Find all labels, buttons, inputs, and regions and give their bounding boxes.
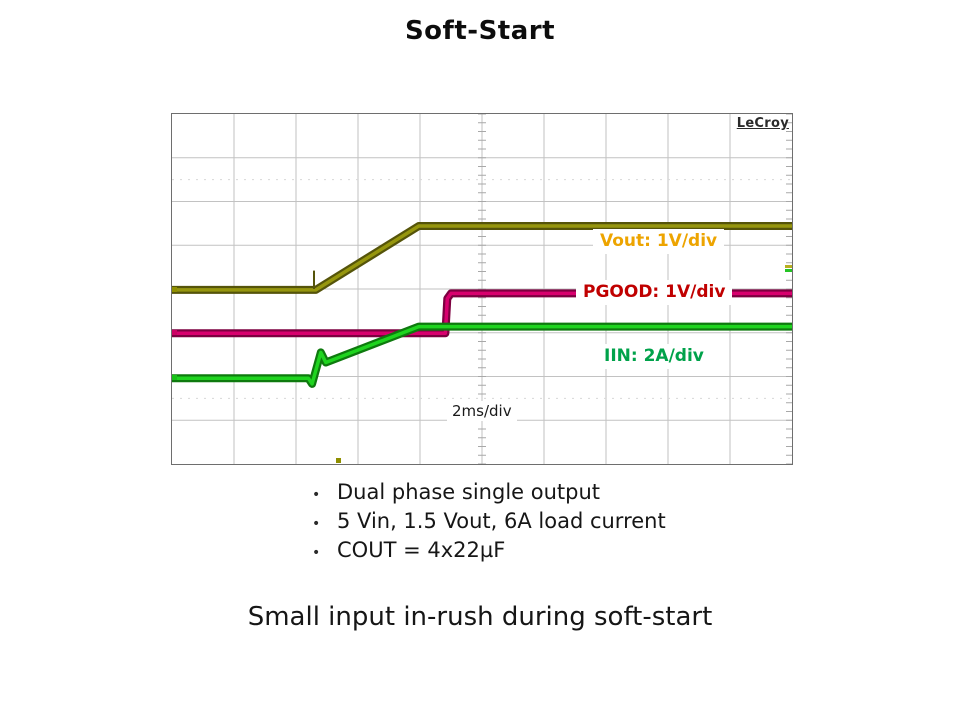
- vout-scale-label: Vout: 1V/div: [593, 229, 725, 255]
- slide-caption: Small input in-rush during soft-start: [247, 602, 713, 632]
- list-item: • 5 Vin, 1.5 Vout, 6A load current: [312, 509, 666, 538]
- oscilloscope-screenshot: LeCroy Vout: 1V/div PGOOD: 1V/div IIN: 2…: [171, 113, 793, 465]
- bullet-text: Dual phase single output: [337, 480, 601, 504]
- bullet-icon: •: [312, 516, 321, 532]
- iin-zero-left: [172, 375, 177, 380]
- vout-zero-left: [172, 287, 177, 292]
- bullet-text: 5 Vin, 1.5 Vout, 6A load current: [337, 509, 666, 533]
- lecroy-logo: LeCroy: [736, 116, 789, 131]
- waveform-plot: [172, 114, 792, 464]
- slide-title: Soft-Start: [404, 16, 556, 46]
- bullet-text: COUT = 4x22µF: [337, 538, 506, 562]
- timebase-label: 2ms/div: [447, 401, 517, 421]
- pgood-scale-label: PGOOD: 1V/div: [576, 280, 733, 306]
- list-item: • Dual phase single output: [312, 480, 666, 509]
- list-item: • COUT = 4x22µF: [312, 538, 666, 567]
- iin-scale-label: IIN: 2A/div: [597, 344, 711, 370]
- trig-time-bottom: [336, 458, 341, 463]
- pgood-zero-left: [172, 330, 177, 335]
- trig-level-right-b: [785, 269, 792, 272]
- trig-level-right-a: [785, 265, 792, 268]
- bullet-icon: •: [312, 487, 321, 503]
- bullet-icon: •: [312, 545, 321, 561]
- bullet-list: • Dual phase single output • 5 Vin, 1.5 …: [312, 480, 666, 567]
